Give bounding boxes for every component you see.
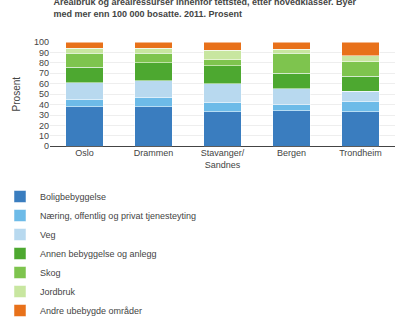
svg-text:20: 20 bbox=[39, 121, 49, 131]
svg-text:Annen bebyggelse og anlegg: Annen bebyggelse og anlegg bbox=[40, 249, 157, 259]
svg-text:Drammen: Drammen bbox=[134, 148, 174, 158]
svg-text:30: 30 bbox=[39, 110, 49, 120]
svg-text:Skog: Skog bbox=[40, 268, 61, 278]
svg-text:60: 60 bbox=[39, 79, 49, 89]
svg-text:50: 50 bbox=[39, 89, 49, 99]
svg-text:Næring, offentlig og privat tj: Næring, offentlig og privat tjenesteytin… bbox=[40, 211, 196, 221]
svg-text:Andre ubebygde områder: Andre ubebygde områder bbox=[40, 306, 142, 316]
svg-text:10: 10 bbox=[39, 131, 49, 141]
svg-text:Trondheim: Trondheim bbox=[339, 148, 382, 158]
svg-text:80: 80 bbox=[39, 58, 49, 68]
svg-text:Veg: Veg bbox=[40, 230, 56, 240]
svg-text:0: 0 bbox=[44, 141, 49, 151]
svg-text:90: 90 bbox=[39, 48, 49, 58]
svg-text:Prosent: Prosent bbox=[11, 77, 22, 112]
svg-text:70: 70 bbox=[39, 68, 49, 78]
svg-text:Bergen: Bergen bbox=[277, 148, 306, 158]
svg-text:Jordbruk: Jordbruk bbox=[40, 287, 76, 297]
svg-text:Stavanger/Sandnes: Stavanger/Sandnes bbox=[201, 148, 245, 170]
svg-text:Oslo: Oslo bbox=[75, 148, 94, 158]
svg-text:Arealbruk og arealressurser in: Arealbruk og arealressurser innenfor tet… bbox=[53, 0, 356, 19]
svg-text:Boligbebyggelse: Boligbebyggelse bbox=[40, 192, 106, 202]
svg-text:100: 100 bbox=[34, 37, 49, 47]
svg-text:40: 40 bbox=[39, 100, 49, 110]
